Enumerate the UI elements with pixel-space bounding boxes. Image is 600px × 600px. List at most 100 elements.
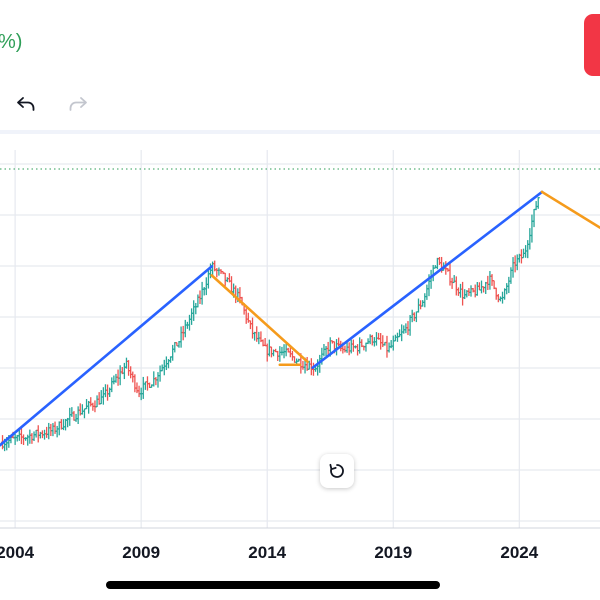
price-bar <box>473 284 477 298</box>
price-bar <box>40 430 45 439</box>
price-bar <box>171 344 175 361</box>
price-bar <box>269 346 274 358</box>
price-bar <box>410 309 414 323</box>
price-bar <box>183 319 187 338</box>
price-bar <box>351 339 355 352</box>
x-tick-label: 2024 <box>500 543 539 562</box>
price-bar <box>364 342 368 352</box>
trend-line-drawing[interactable] <box>0 265 214 447</box>
price-bar <box>24 437 28 441</box>
price-bar <box>370 334 374 346</box>
price-bar <box>454 276 458 296</box>
home-indicator <box>106 581 440 589</box>
price-bar <box>324 345 328 357</box>
trade-action-button[interactable] <box>584 14 600 76</box>
price-bar <box>250 317 255 339</box>
price-bar <box>28 429 32 444</box>
price-chart[interactable] <box>0 135 600 535</box>
price-bar <box>51 423 55 437</box>
reset-icon <box>329 463 344 478</box>
price-bar <box>70 407 74 417</box>
price-bar <box>515 254 519 271</box>
trend-line-drawing[interactable] <box>311 190 544 370</box>
price-bar <box>374 332 379 346</box>
price-bar <box>391 335 395 351</box>
price-bar <box>477 282 482 291</box>
trend-line-drawing[interactable] <box>540 190 600 229</box>
price-bar <box>284 343 288 357</box>
price-change-text: %) <box>0 31 23 53</box>
price-bar <box>471 287 475 293</box>
price-bar <box>385 335 389 358</box>
price-bar <box>532 208 536 228</box>
price-bar <box>30 433 34 444</box>
price-bar <box>406 321 410 336</box>
price-bar <box>505 283 509 295</box>
price-bar <box>418 300 423 310</box>
price-bar <box>484 281 488 295</box>
price-bar <box>463 289 467 300</box>
price-bar <box>97 392 101 405</box>
price-bar <box>393 334 397 342</box>
price-bar <box>248 320 253 330</box>
price-bar <box>55 425 59 438</box>
price-bar <box>114 373 118 383</box>
price-bar <box>229 276 234 293</box>
price-bar <box>198 290 202 305</box>
price-bar <box>42 429 47 440</box>
price-bar <box>397 329 402 338</box>
price-bar <box>255 326 259 342</box>
price-bar <box>124 357 129 369</box>
price-bar <box>437 256 442 265</box>
price-bar <box>74 413 78 422</box>
price-bar <box>154 377 158 386</box>
price-bar <box>509 267 513 284</box>
reset-chart-button[interactable] <box>320 454 354 488</box>
price-bar <box>215 268 219 278</box>
price-bar <box>519 249 524 264</box>
x-tick-label: 2004 <box>0 543 35 562</box>
price-bar <box>61 419 66 431</box>
price-bar <box>13 433 17 445</box>
redo-icon <box>69 97 87 111</box>
undo-button[interactable] <box>10 88 42 120</box>
price-bar <box>488 271 492 290</box>
price-bar <box>530 214 534 243</box>
price-bar <box>95 395 99 408</box>
price-bar <box>511 257 515 278</box>
price-bar <box>57 421 61 436</box>
price-bar <box>137 385 141 398</box>
redo-button[interactable] <box>62 88 94 120</box>
price-bar <box>387 342 391 353</box>
price-bar <box>347 342 351 356</box>
price-bar <box>179 326 183 348</box>
price-bar <box>135 382 139 394</box>
price-bar <box>84 399 89 410</box>
undo-icon <box>17 97 35 111</box>
price-bar <box>278 346 282 362</box>
price-bar <box>366 338 370 345</box>
x-tick-label: 2014 <box>248 543 287 562</box>
price-bar <box>475 281 479 296</box>
price-bar <box>223 272 227 286</box>
price-bar <box>21 434 26 445</box>
toolbar-divider <box>0 130 600 134</box>
price-bar <box>280 346 284 356</box>
x-tick-label: 2009 <box>122 543 161 562</box>
price-bar <box>194 302 198 315</box>
price-bar <box>244 308 248 324</box>
price-bar <box>173 342 177 353</box>
price-bar <box>421 300 425 307</box>
price-bar <box>486 275 490 290</box>
price-bar <box>196 294 200 308</box>
price-bar <box>143 381 147 390</box>
price-bar <box>526 240 530 259</box>
price-bar <box>368 334 372 345</box>
price-bar <box>534 201 538 211</box>
trend-line-drawing[interactable] <box>210 274 309 364</box>
price-bar <box>536 197 540 209</box>
price-bar <box>80 404 84 415</box>
price-bar <box>355 344 360 356</box>
price-bar <box>105 384 110 401</box>
price-bar <box>435 257 439 270</box>
